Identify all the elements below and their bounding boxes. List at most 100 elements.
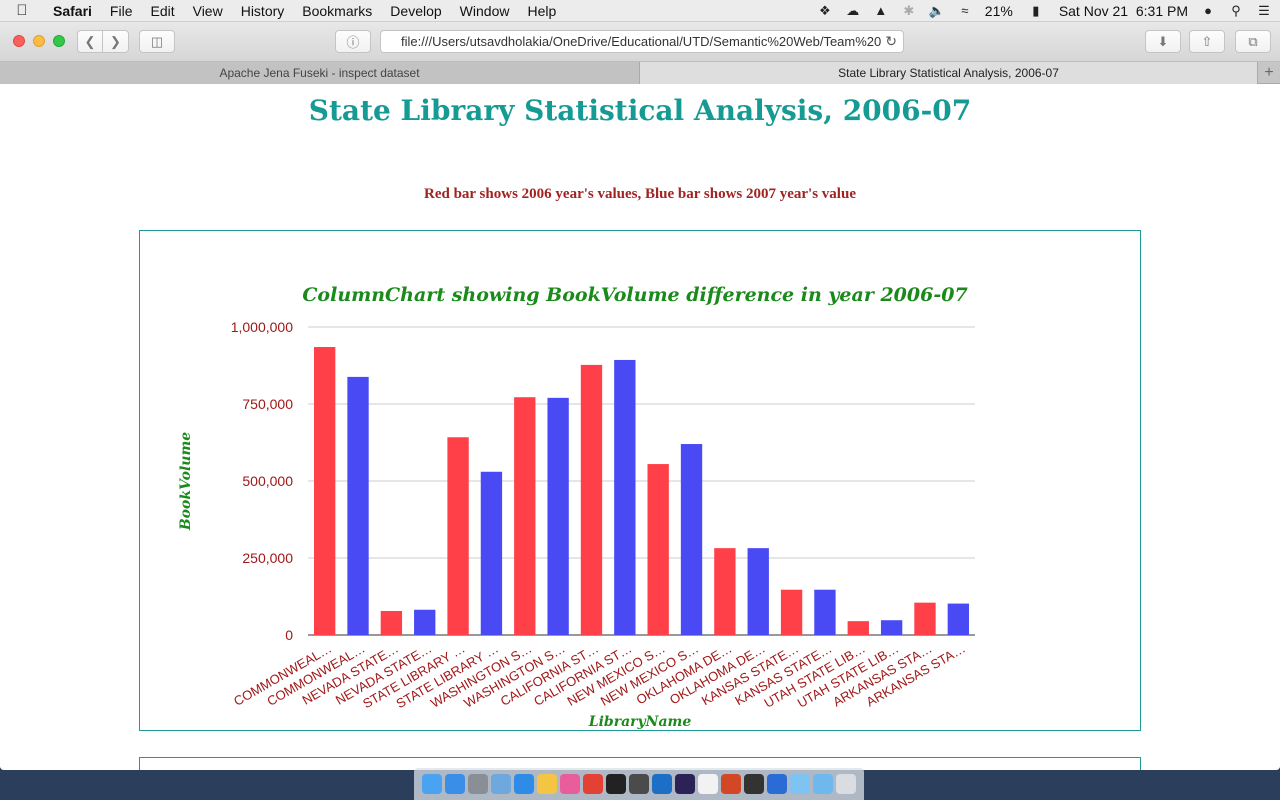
documents-folder-icon[interactable]: [813, 774, 833, 794]
trash-icon[interactable]: [836, 774, 856, 794]
menu-history[interactable]: History: [232, 3, 294, 19]
chart-title: ColumnChart showing BookVolume differenc…: [302, 284, 967, 306]
eclipse-icon[interactable]: [675, 774, 695, 794]
bar[interactable]: [614, 360, 635, 635]
dock: [414, 768, 864, 800]
dropbox-icon[interactable]: ❖: [817, 4, 833, 18]
bar[interactable]: [781, 590, 802, 635]
wifi-icon[interactable]: ≈: [957, 4, 973, 18]
y-tick-label: 250,000: [242, 550, 293, 566]
bar[interactable]: [681, 444, 702, 635]
spotlight-icon[interactable]: ⚲: [1228, 4, 1244, 18]
y-tick-label: 1,000,000: [231, 319, 293, 335]
bar[interactable]: [514, 397, 535, 635]
back-button[interactable]: ❮: [77, 30, 103, 53]
safari-icon[interactable]: [514, 774, 534, 794]
bar[interactable]: [914, 603, 935, 635]
y-tick-label: 0: [285, 627, 293, 643]
terminal-icon[interactable]: [606, 774, 626, 794]
bar[interactable]: [447, 437, 468, 635]
close-window-button[interactable]: [13, 35, 25, 47]
bar[interactable]: [581, 365, 602, 635]
bar[interactable]: [881, 620, 902, 635]
bar[interactable]: [814, 590, 835, 635]
menu-help[interactable]: Help: [518, 3, 565, 19]
browser-toolbar: ❮ ❯ ◫ ⓘ file:///Users/utsavdholakia/OneD…: [0, 22, 1280, 62]
preview-icon[interactable]: [491, 774, 511, 794]
downloads-folder-icon[interactable]: [790, 774, 810, 794]
downloads-button[interactable]: ⬇: [1145, 30, 1181, 53]
sidebar-icon: ◫: [151, 34, 163, 50]
minimize-window-button[interactable]: [33, 35, 45, 47]
tab-overview-button[interactable]: ⧉: [1235, 30, 1271, 53]
battery-icon[interactable]: ▮: [1025, 4, 1047, 18]
textedit-icon[interactable]: [698, 774, 718, 794]
bar[interactable]: [314, 347, 335, 635]
tab-state-library[interactable]: State Library Statistical Analysis, 2006…: [640, 62, 1258, 84]
address-bar[interactable]: file:///Users/utsavdholakia/OneDrive/Edu…: [380, 30, 904, 53]
bar[interactable]: [714, 548, 735, 635]
itunes-icon[interactable]: [560, 774, 580, 794]
bar[interactable]: [648, 464, 669, 635]
system-preferences-icon[interactable]: [468, 774, 488, 794]
drive-icon[interactable]: ▲: [873, 4, 889, 18]
menu-bar:  Safari File Edit View History Bookmark…: [0, 0, 1280, 22]
column-chart: ColumnChart showing BookVolume differenc…: [140, 231, 1140, 730]
apple-icon[interactable]: : [0, 2, 44, 19]
bar[interactable]: [414, 610, 435, 635]
bar[interactable]: [748, 548, 769, 635]
reader-button[interactable]: ⓘ: [335, 30, 371, 53]
y-tick-label: 500,000: [242, 473, 293, 489]
forward-button[interactable]: ❯: [103, 30, 129, 53]
tab-bar: Apache Jena Fuseki - inspect dataset Sta…: [0, 62, 1280, 84]
menu-edit[interactable]: Edit: [141, 3, 183, 19]
tabs-icon: ⧉: [1248, 34, 1257, 50]
battery-percent[interactable]: 21%: [985, 3, 1013, 19]
menu-file[interactable]: File: [101, 3, 142, 19]
bluetooth-icon[interactable]: ✱: [901, 4, 917, 18]
chevron-left-icon: ❮: [85, 34, 96, 50]
photos-icon[interactable]: [537, 774, 557, 794]
menu-view[interactable]: View: [184, 3, 232, 19]
tab-fuseki[interactable]: Apache Jena Fuseki - inspect dataset: [0, 62, 640, 84]
bar[interactable]: [481, 472, 502, 635]
menu-bookmarks[interactable]: Bookmarks: [293, 3, 381, 19]
bar[interactable]: [848, 621, 869, 635]
info-icon: ⓘ: [346, 32, 359, 51]
volume-icon[interactable]: 🔈: [929, 4, 945, 18]
share-icon: ⇧: [1202, 34, 1213, 50]
web-page: State Library Statistical Analysis, 2006…: [0, 84, 1280, 770]
share-button[interactable]: ⇧: [1189, 30, 1225, 53]
reload-icon[interactable]: ↻: [885, 33, 897, 50]
chart-container: ColumnChart showing BookVolume differenc…: [139, 230, 1141, 731]
maximize-window-button[interactable]: [53, 35, 65, 47]
menu-develop[interactable]: Develop: [381, 3, 450, 19]
user-icon[interactable]: ●: [1200, 4, 1216, 18]
finder-icon[interactable]: [422, 774, 442, 794]
powerpoint-icon[interactable]: [721, 774, 741, 794]
chart-x-axis-label: LibraryName: [588, 714, 692, 730]
menu-window[interactable]: Window: [451, 3, 519, 19]
bar[interactable]: [347, 377, 368, 635]
page-title: State Library Statistical Analysis, 2006…: [0, 94, 1280, 127]
menu-app[interactable]: Safari: [44, 3, 101, 19]
bar[interactable]: [381, 611, 402, 635]
outlook-icon[interactable]: [652, 774, 672, 794]
legend-note: Red bar shows 2006 year's values, Blue b…: [0, 186, 1280, 203]
y-tick-label: 750,000: [242, 396, 293, 412]
app-store-icon[interactable]: [445, 774, 465, 794]
chrome-icon[interactable]: [583, 774, 603, 794]
cloud-icon[interactable]: ☁: [845, 4, 861, 18]
new-tab-button[interactable]: +: [1258, 62, 1280, 83]
bar[interactable]: [948, 604, 969, 635]
clock[interactable]: Sat Nov 21 6:31 PM: [1059, 3, 1188, 19]
notification-center-icon[interactable]: ☰: [1256, 4, 1272, 18]
sidebar-button[interactable]: ◫: [139, 30, 175, 53]
chart-y-axis-label: BookVolume: [178, 432, 194, 531]
onepassword-icon[interactable]: [767, 774, 787, 794]
plus-icon: +: [1264, 64, 1273, 82]
address-text: file:///Users/utsavdholakia/OneDrive/Edu…: [401, 34, 881, 49]
bar[interactable]: [547, 398, 568, 635]
dvd-player-icon[interactable]: [744, 774, 764, 794]
sublime-icon[interactable]: [629, 774, 649, 794]
